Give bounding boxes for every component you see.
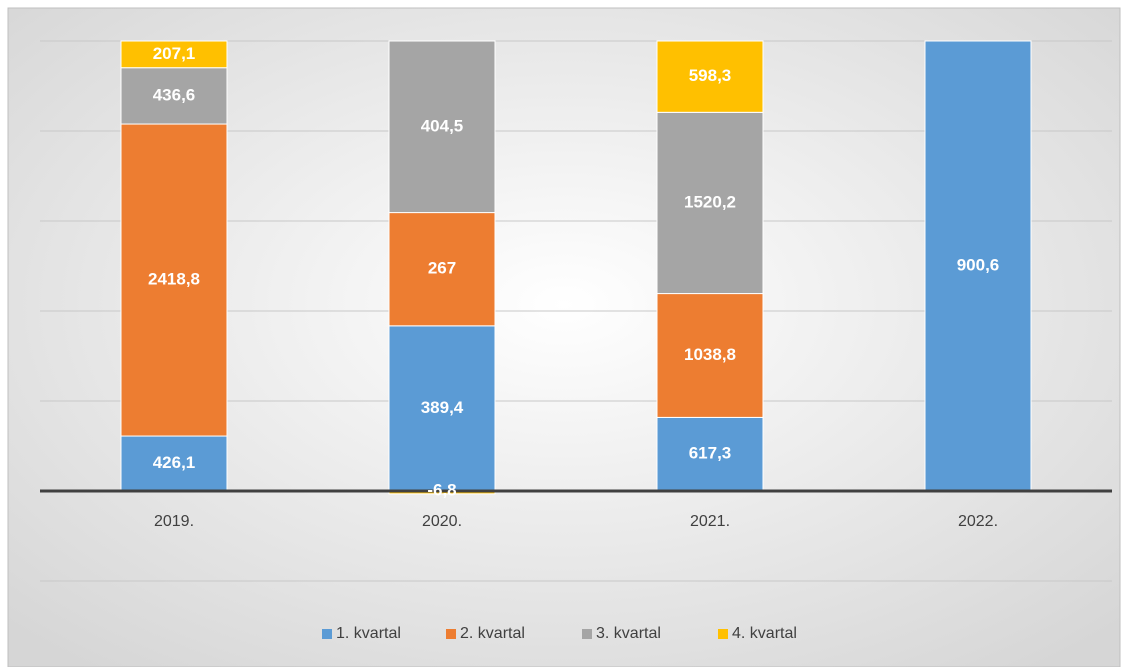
bar-segment bbox=[120, 40, 228, 69]
data-label: 1038,8 bbox=[684, 345, 736, 364]
data-label: 404,5 bbox=[421, 116, 464, 135]
data-label: 389,4 bbox=[421, 398, 464, 417]
data-label: 617,3 bbox=[689, 444, 732, 463]
bar-segment bbox=[656, 111, 764, 295]
legend-swatch bbox=[718, 629, 728, 639]
data-label: 598,3 bbox=[689, 66, 732, 85]
bar-segment bbox=[656, 293, 764, 418]
data-label: 2418,8 bbox=[148, 270, 200, 289]
legend-swatch bbox=[446, 629, 456, 639]
legend-label: 2. kvartal bbox=[460, 625, 525, 642]
data-label: -6,8 bbox=[427, 480, 456, 499]
data-label: 207,1 bbox=[153, 44, 196, 63]
data-label: 1520,2 bbox=[684, 192, 736, 211]
bar-segment bbox=[656, 40, 764, 113]
data-label: 900,6 bbox=[957, 255, 1000, 274]
bar-segment bbox=[120, 123, 228, 437]
legend-swatch bbox=[322, 629, 332, 639]
x-tick-label: 2020. bbox=[422, 513, 462, 530]
legend-label: 1. kvartal bbox=[336, 625, 401, 642]
bar-segment bbox=[120, 435, 228, 492]
legend-label: 3. kvartal bbox=[596, 625, 661, 642]
bar-segment bbox=[388, 40, 496, 214]
bar-segment bbox=[924, 40, 1032, 492]
data-label: 267 bbox=[428, 259, 456, 278]
legend-label: 4. kvartal bbox=[732, 625, 797, 642]
bar-segment bbox=[388, 325, 496, 492]
x-tick-label: 2021. bbox=[690, 513, 730, 530]
legend-swatch bbox=[582, 629, 592, 639]
x-tick-label: 2022. bbox=[958, 513, 998, 530]
x-tick-label: 2019. bbox=[154, 513, 194, 530]
data-label: 436,6 bbox=[153, 85, 196, 104]
data-label: 426,1 bbox=[153, 453, 196, 472]
bar-segment bbox=[120, 67, 228, 125]
